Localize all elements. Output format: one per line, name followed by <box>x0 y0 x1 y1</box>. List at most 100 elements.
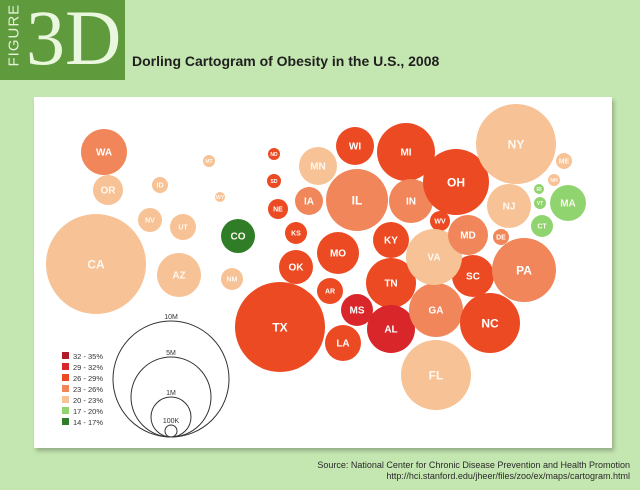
state-label-de: DE <box>496 235 506 242</box>
size-legend-circle <box>164 424 178 438</box>
state-bubble-nh <box>548 174 560 186</box>
state-label-wa: WA <box>96 148 112 159</box>
state-label-nc: NC <box>481 316 499 330</box>
state-bubble-nm <box>221 268 243 290</box>
state-bubble-fl <box>401 340 471 410</box>
state-label-wy: WY <box>216 195 225 201</box>
state-bubble-ms <box>341 294 373 326</box>
state-label-mo: MO <box>330 249 346 260</box>
legend-swatch <box>62 385 69 392</box>
size-legend-circle <box>150 396 192 438</box>
state-bubble-sc <box>452 255 494 297</box>
state-label-sd: SD <box>271 179 278 185</box>
state-bubble-la <box>325 325 361 361</box>
state-bubble-ga <box>409 283 463 337</box>
state-label-md: MD <box>460 231 476 242</box>
state-label-il: IL <box>352 193 363 207</box>
state-bubble-ut <box>170 214 196 240</box>
legend-swatch <box>62 396 69 403</box>
state-label-me: ME <box>559 159 570 166</box>
state-bubble-ky <box>373 222 409 258</box>
state-label-tx: TX <box>272 320 287 334</box>
state-bubble-co <box>221 219 255 253</box>
state-label-nj: NJ <box>503 202 516 213</box>
state-label-ks: KS <box>291 231 301 238</box>
state-bubble-nc <box>460 293 520 353</box>
state-label-mn: MN <box>310 162 326 173</box>
state-bubble-md <box>448 215 488 255</box>
state-label-sc: SC <box>466 272 480 283</box>
state-bubble-mn <box>299 147 337 185</box>
legend-swatch <box>62 407 69 414</box>
state-bubble-oh <box>423 149 489 215</box>
legend-label: 14 - 17% <box>73 418 103 427</box>
legend-label: 20 - 23% <box>73 396 103 405</box>
state-label-la: LA <box>336 339 349 350</box>
legend-label: 26 - 29% <box>73 374 103 383</box>
state-label-al: AL <box>384 325 397 336</box>
legend-label: 23 - 26% <box>73 385 103 394</box>
state-bubble-mo <box>317 232 359 274</box>
size-legend-label: 5M <box>166 350 176 357</box>
state-bubble-sd <box>267 174 281 188</box>
state-bubble-wi <box>336 127 374 165</box>
state-bubble-ca <box>46 214 146 314</box>
figure-badge: FIGURE 3D <box>0 0 125 80</box>
chart-title: Dorling Cartogram of Obesity in the U.S.… <box>132 53 440 69</box>
state-bubble-vt <box>534 197 546 209</box>
state-bubble-ok <box>279 250 313 284</box>
cartogram-panel: WA OR CA NV ID MT WY UT AZ CO NM ND SD NE KS OK TX MN IA MO… <box>34 97 612 448</box>
state-bubble-nv <box>138 208 162 232</box>
state-label-vt: VT <box>537 201 543 207</box>
state-bubble-pa <box>492 238 556 302</box>
state-label-fl: FL <box>429 368 444 382</box>
state-label-ny: NY <box>508 137 525 151</box>
source-line: Source: National Center for Chronic Dise… <box>317 460 630 470</box>
figure-number: 3D <box>26 0 122 81</box>
state-bubble-tn <box>366 258 416 308</box>
legend-swatch <box>62 352 69 359</box>
state-label-ca: CA <box>87 257 105 271</box>
source-url[interactable]: http://hci.stanford.edu/jheer/files/zoo/… <box>386 471 630 481</box>
legend-swatch <box>62 418 69 425</box>
state-label-pa: PA <box>516 263 532 277</box>
state-label-or: OR <box>101 186 117 197</box>
state-label-ms: MS <box>350 306 365 317</box>
cartogram-svg: WA OR CA NV ID MT WY UT AZ CO NM ND SD NE KS OK TX MN IA MO… <box>46 104 586 438</box>
state-bubble-nd <box>268 148 280 160</box>
state-bubble-ne <box>268 199 288 219</box>
state-bubble-ri <box>534 184 544 194</box>
state-bubble-id <box>152 177 168 193</box>
state-label-ok: OK <box>289 263 305 274</box>
legend-label: 17 - 20% <box>73 407 103 416</box>
state-bubble-nj <box>487 184 531 228</box>
figure-word: FIGURE <box>5 3 23 67</box>
state-label-tn: TN <box>384 279 397 290</box>
state-label-mt: MT <box>205 159 212 165</box>
state-bubble-ar <box>317 278 343 304</box>
state-bubble-ma <box>550 185 586 221</box>
source-note: Source: National Center for Chronic Dise… <box>317 460 630 482</box>
legend-swatch <box>62 363 69 370</box>
state-bubble-wa <box>81 129 127 175</box>
state-label-oh: OH <box>447 175 465 189</box>
state-label-wi: WI <box>349 142 361 153</box>
state-bubble-va <box>406 229 462 285</box>
state-label-az: AZ <box>172 271 185 282</box>
state-bubble-ny <box>476 104 556 184</box>
state-label-ut: UT <box>178 225 188 232</box>
size-legend-label: 1M <box>166 390 176 397</box>
legend-label: 32 - 35% <box>73 352 103 361</box>
state-label-mi: MI <box>400 148 411 159</box>
size-legend-label: 100K <box>163 418 180 425</box>
state-bubble-ks <box>285 222 307 244</box>
state-label-ga: GA <box>429 306 444 317</box>
state-bubble-al <box>367 305 415 353</box>
state-label-nd: ND <box>270 152 278 158</box>
legend-swatch <box>62 374 69 381</box>
legend-label: 29 - 32% <box>73 363 103 372</box>
state-bubble-mi <box>377 123 435 181</box>
state-bubble-ia <box>295 187 323 215</box>
state-bubble-mt <box>203 155 215 167</box>
state-label-ma: MA <box>560 199 576 210</box>
